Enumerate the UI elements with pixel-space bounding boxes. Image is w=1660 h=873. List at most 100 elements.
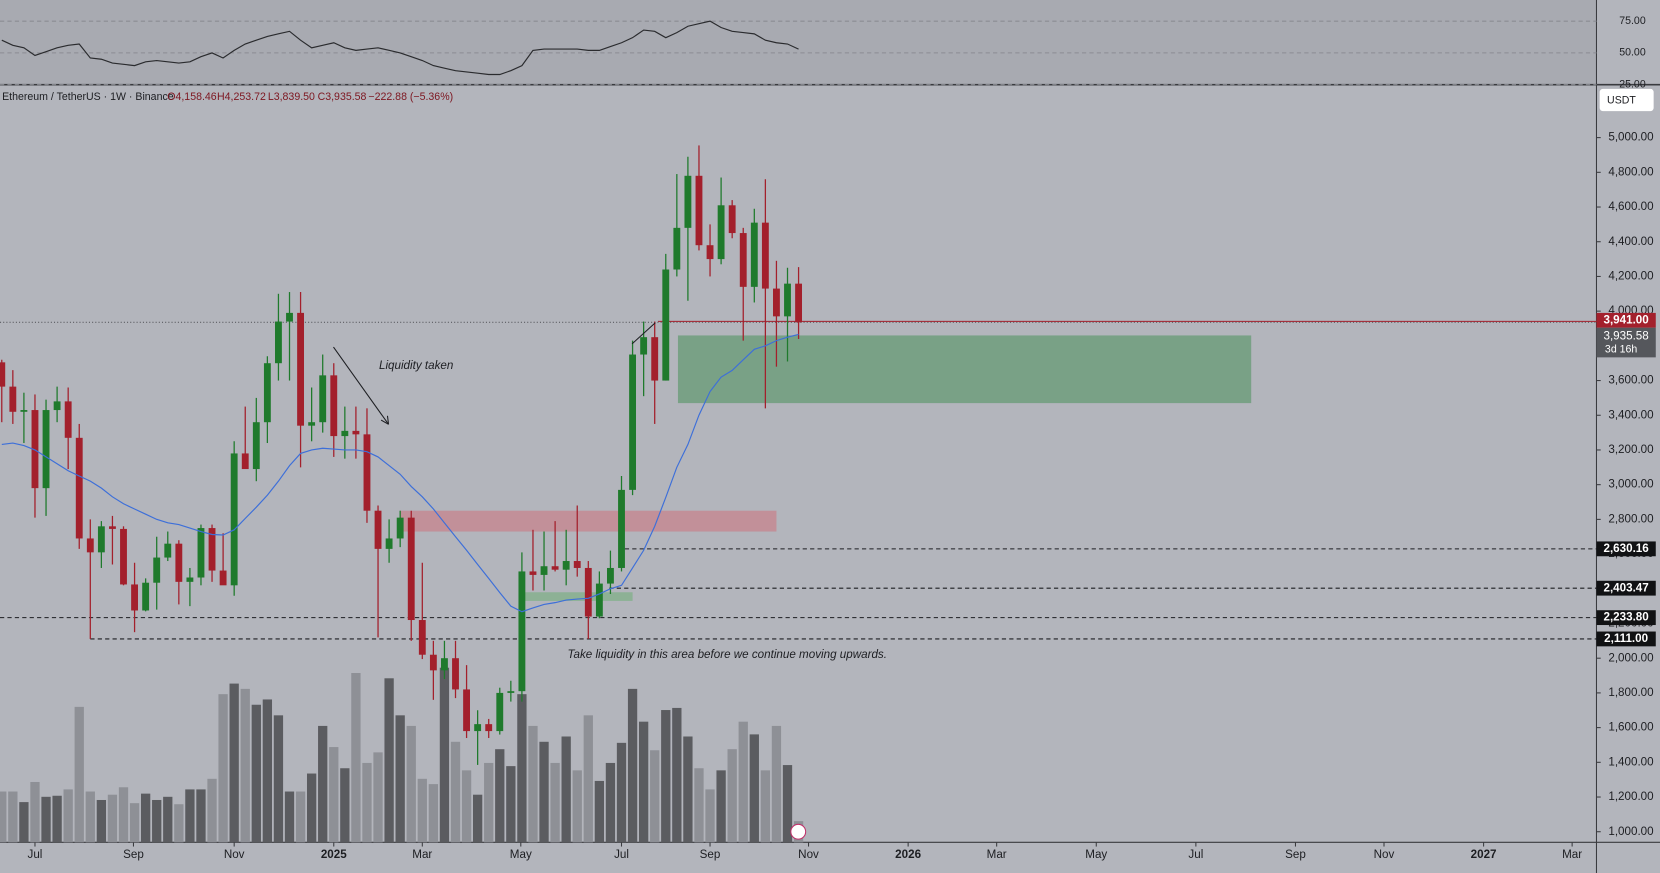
candle-body [773, 288, 780, 317]
volume-bar [406, 725, 416, 843]
candles [0, 145, 803, 765]
candle-body [64, 401, 72, 438]
volume-bar [351, 673, 361, 843]
rsi-line [1, 20, 799, 76]
x-tick-label: Jul [614, 848, 629, 861]
annotation: Take liquidity in this area before we co… [567, 648, 887, 661]
volume-bar [340, 768, 350, 843]
y-tick-label: 1,000.00 [1608, 825, 1654, 838]
candle-body [761, 222, 769, 289]
price-line-label: 3,941.00 [1603, 313, 1648, 326]
candle-body [595, 583, 603, 617]
x-tick-label: Nov [798, 848, 819, 861]
volume-bar [174, 804, 184, 843]
x-tick-label: May [1085, 848, 1107, 861]
candle-body [230, 453, 238, 586]
level-label: 2,403.47 [1603, 581, 1648, 594]
candle-body [263, 363, 271, 423]
candle-body [584, 567, 592, 617]
candle-body [607, 567, 614, 584]
volume-bar [472, 794, 483, 843]
candle-body [562, 561, 570, 570]
symbol: Ethereum / TetherUS · 1W · Binance [2, 91, 174, 103]
volume-bar [616, 742, 627, 843]
annotation: Liquidity taken [379, 359, 453, 372]
level-label: 2,111.00 [1604, 632, 1648, 645]
volume-bar [561, 736, 571, 843]
candle-body [662, 269, 670, 381]
volume-bar [273, 715, 284, 843]
candle-body [275, 321, 282, 364]
candle-body [629, 354, 637, 490]
candle-body [485, 724, 493, 732]
candle-body [463, 689, 471, 732]
zone [677, 335, 1252, 404]
y-tick-label: 2,000.00 [1608, 651, 1654, 664]
volume-bar [749, 734, 759, 843]
level-label-box [1596, 610, 1656, 626]
volume-bar [329, 747, 339, 843]
candle-body [363, 434, 371, 511]
candle-body [728, 205, 736, 234]
currency-box[interactable] [1599, 88, 1654, 112]
candle-body [795, 283, 803, 323]
volume-bar [517, 694, 527, 843]
volume-bar [771, 725, 782, 843]
volume-bar [30, 781, 40, 843]
candle-body [396, 517, 404, 539]
candle-body [750, 222, 758, 287]
x-tick-label: 2027 [1471, 848, 1497, 861]
y-tick-label: 1,400.00 [1608, 755, 1654, 768]
candle-body [53, 401, 61, 411]
candle-body [31, 410, 39, 489]
arrow-head [380, 415, 390, 425]
y-tick-label: 4,200.00 [1608, 270, 1654, 283]
x-tick-label: Jul [28, 848, 43, 861]
overlays [1, 333, 799, 613]
y-tick-label: 2,800.00 [1608, 512, 1654, 525]
volume-bar [550, 762, 560, 843]
volume-bar [417, 778, 427, 843]
moving-average [1, 333, 799, 613]
volume-bar [782, 765, 793, 843]
candle-body [352, 430, 360, 435]
y-tick-label: 1,800.00 [1608, 686, 1654, 699]
volume-bar [450, 741, 461, 843]
currency[interactable]: USDT [1607, 94, 1636, 106]
volume-bar [727, 749, 737, 843]
candle-body [164, 543, 172, 558]
candle-body [452, 658, 459, 690]
candle-body [252, 422, 260, 470]
candle-body [97, 526, 105, 553]
x-tick-label: Nov [224, 848, 245, 861]
rsi-tick-label: 50.00 [1619, 47, 1646, 59]
candle-body [618, 489, 625, 568]
volume-bar [539, 741, 549, 843]
volume-bar [661, 710, 671, 843]
volume-bar [19, 802, 29, 843]
event-icon[interactable] [790, 823, 807, 840]
candle-body [42, 410, 50, 489]
level-label: 2,630.16 [1603, 542, 1649, 555]
candle-body [308, 422, 316, 426]
candle-body [142, 582, 150, 611]
change: −222.88 (−5.36%) [368, 91, 453, 103]
candle-body [286, 312, 293, 322]
volume-bar [218, 694, 228, 843]
volume-bar [118, 787, 129, 843]
trend-line [631, 322, 656, 345]
open: O4,158.46 [167, 91, 217, 103]
volume [0, 667, 804, 843]
candle-body [684, 175, 692, 228]
volume-bar [0, 791, 7, 843]
countdown: 3d 16h [1605, 344, 1637, 356]
volume-bar [41, 796, 51, 843]
x-tick-label: Mar [1562, 848, 1582, 861]
y-tick-label: 3,200.00 [1608, 443, 1654, 456]
last-price-label: 3,935.58 [1603, 329, 1648, 342]
volume-bar [262, 699, 273, 843]
x-tick-label: Mar [987, 848, 1007, 861]
volume-bar [638, 721, 649, 843]
candle-body [219, 570, 227, 586]
candle-body [385, 538, 393, 549]
